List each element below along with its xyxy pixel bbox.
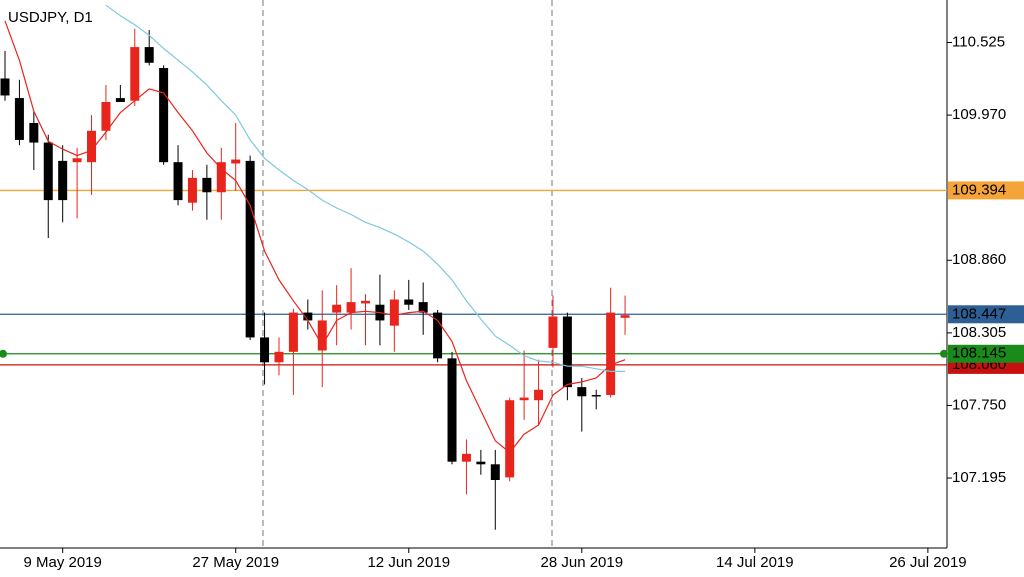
candle-body xyxy=(0,78,10,96)
candle-body xyxy=(577,387,587,397)
y-tick-label: 107.195 xyxy=(952,469,1006,486)
moving-average xyxy=(4,20,626,454)
level-label-bg xyxy=(948,181,1024,200)
candle-body xyxy=(389,299,399,326)
level-label-bg xyxy=(948,305,1024,324)
candle-body xyxy=(130,47,140,101)
candle-body xyxy=(346,302,356,313)
candle-body xyxy=(505,400,515,478)
x-tick-label: 14 Jul 2019 xyxy=(716,554,794,571)
candle-body xyxy=(101,102,111,131)
candle-body xyxy=(562,316,572,388)
candle-body xyxy=(361,300,370,304)
candle-body xyxy=(332,304,342,313)
candle-body xyxy=(245,160,255,338)
candle-body xyxy=(216,162,226,193)
x-tick-label: 9 May 2019 xyxy=(23,554,101,571)
candle-body xyxy=(317,320,327,351)
candle-body xyxy=(548,316,558,348)
x-tick-label: 27 May 2019 xyxy=(192,554,279,571)
level-label: 108.145 xyxy=(952,345,1006,362)
candle-body xyxy=(87,130,97,163)
candle-body xyxy=(260,337,270,363)
candle-body xyxy=(606,312,616,395)
y-tick-label: 108.305 xyxy=(952,324,1006,341)
candle-body xyxy=(288,312,298,352)
candle-body xyxy=(14,98,24,140)
candle-body xyxy=(115,98,125,103)
candle-body xyxy=(447,358,457,462)
y-tick-label: 107.750 xyxy=(952,396,1006,413)
candle-body xyxy=(461,453,471,462)
candle-body xyxy=(202,177,212,193)
level-label: 109.394 xyxy=(952,181,1006,198)
moving-average xyxy=(105,4,626,372)
x-tick-label: 28 Jun 2019 xyxy=(541,554,624,571)
candle-body xyxy=(476,461,486,465)
candle-body xyxy=(274,351,284,363)
candle-body xyxy=(231,159,241,164)
level-handle xyxy=(940,349,948,358)
x-tick-label: 26 Jul 2019 xyxy=(889,554,967,571)
candle-body xyxy=(433,312,443,359)
chart-title: USDJPY, D1 xyxy=(8,9,93,26)
candle-body xyxy=(534,389,544,401)
candle-body xyxy=(490,464,500,480)
y-tick-label: 110.525 xyxy=(952,33,1005,50)
candle-body xyxy=(159,68,169,163)
candle-body xyxy=(29,122,39,143)
candle-body xyxy=(173,162,183,201)
candle-body xyxy=(303,312,313,321)
candle-body xyxy=(519,397,529,401)
candle-body xyxy=(620,315,630,318)
candle-body xyxy=(43,142,53,201)
candle-body xyxy=(144,47,154,63)
candle-body xyxy=(418,302,428,313)
level-label: 108.447 xyxy=(952,305,1006,322)
candle-body xyxy=(404,299,414,305)
candle-body xyxy=(58,160,68,201)
y-tick-label: 108.860 xyxy=(952,251,1006,268)
y-tick-label: 109.970 xyxy=(952,106,1006,123)
level-handle xyxy=(0,349,7,358)
level-label-bg xyxy=(948,344,1024,363)
candle-body xyxy=(72,158,82,163)
x-tick-label: 12 Jun 2019 xyxy=(367,554,450,571)
candle-body xyxy=(187,177,197,203)
candle-body xyxy=(591,394,601,397)
